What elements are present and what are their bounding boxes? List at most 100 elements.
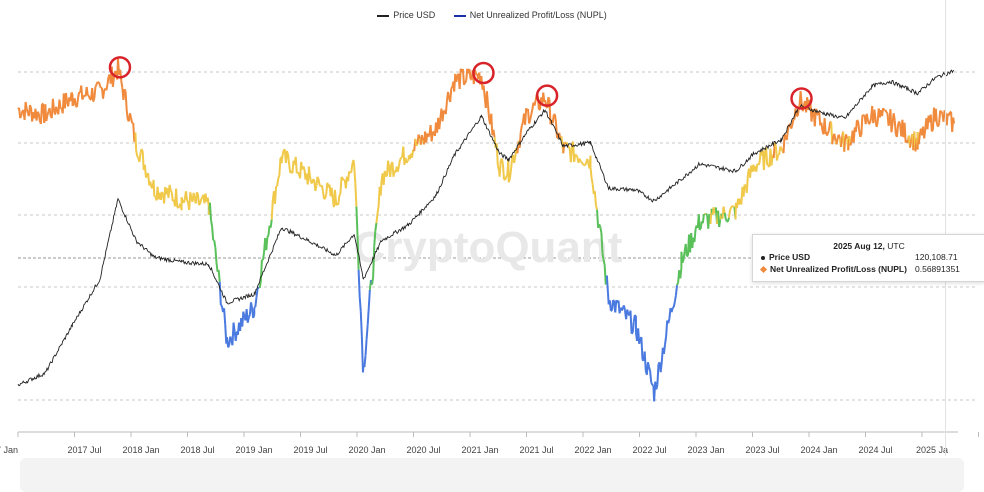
nupl-line-segment xyxy=(638,338,642,344)
nupl-line-segment xyxy=(125,109,129,120)
nupl-line-segment xyxy=(417,134,421,139)
tooltip-row-price: Price USD 120,108.71 xyxy=(753,251,984,263)
nupl-line-segment xyxy=(363,355,367,368)
nupl-line-segment xyxy=(757,162,761,166)
nupl-line-segment xyxy=(865,113,869,121)
nupl-line-segment xyxy=(217,269,221,282)
nupl-line-segment xyxy=(55,106,59,112)
nupl-line-segment xyxy=(589,167,593,179)
nupl-line-segment xyxy=(198,202,201,206)
nupl-line-segment xyxy=(75,98,79,108)
nupl-line-segment xyxy=(184,191,189,201)
tooltip-nupl-label: Net Unrealized Profit/Loss (NUPL) xyxy=(770,264,907,274)
nupl-line-segment xyxy=(665,320,669,337)
nupl-line-segment xyxy=(676,282,680,286)
nupl-line-segment xyxy=(681,259,685,264)
nupl-line-segment xyxy=(196,194,201,206)
nupl-line-segment xyxy=(547,96,551,101)
nupl-line-segment xyxy=(400,156,403,159)
nupl-line-segment xyxy=(195,191,199,195)
nupl-line-segment xyxy=(333,189,338,204)
nupl-line-segment xyxy=(383,170,387,177)
nupl-line-segment xyxy=(319,184,322,188)
nupl-line-segment xyxy=(438,118,442,130)
nupl-line-segment xyxy=(826,129,830,134)
nupl-line-segment xyxy=(929,114,933,132)
x-axis-label: 2022 Jul xyxy=(632,445,666,455)
nupl-line-segment xyxy=(790,125,794,129)
nupl-line-segment xyxy=(755,163,759,172)
nupl-line-segment xyxy=(509,159,513,171)
nupl-line-segment xyxy=(51,98,55,111)
nupl-line-segment xyxy=(500,158,504,165)
nupl-line-segment xyxy=(387,160,391,168)
nupl-line-segment xyxy=(528,119,532,124)
nupl-line-segment xyxy=(938,110,942,124)
nupl-line-segment xyxy=(551,114,555,124)
nupl-line-segment xyxy=(620,307,624,311)
legend-item-nupl[interactable]: Net Unrealized Profit/Loss (NUPL) xyxy=(453,10,607,20)
nupl-line-segment xyxy=(354,183,358,207)
nupl-line-segment xyxy=(100,86,103,89)
nupl-line-segment xyxy=(775,154,780,161)
nupl-line-segment xyxy=(650,381,654,386)
nupl-line-segment xyxy=(947,111,951,116)
nupl-line-segment xyxy=(548,99,552,125)
nupl-line-segment xyxy=(76,92,81,99)
nupl-line-segment xyxy=(71,103,75,107)
x-axis-label: 2019 Jul xyxy=(293,445,327,455)
nupl-line-segment xyxy=(596,209,600,228)
nupl-line-segment xyxy=(389,163,393,177)
nupl-line-segment xyxy=(270,199,274,220)
nupl-line-segment xyxy=(533,100,537,106)
x-axis-label: 2021 Jan xyxy=(461,445,498,455)
nupl-line-segment xyxy=(214,247,218,263)
nupl-line-segment xyxy=(718,219,722,228)
nupl-line-segment xyxy=(123,88,127,92)
nupl-line-segment xyxy=(766,163,769,167)
nupl-line-segment xyxy=(560,136,564,146)
nupl-line-segment xyxy=(97,80,100,84)
nupl-line-segment xyxy=(582,163,585,166)
nupl-line-segment xyxy=(868,122,871,125)
nupl-line-segment xyxy=(602,259,606,266)
nupl-line-segment xyxy=(873,109,877,120)
nupl-line-segment xyxy=(371,276,375,285)
nupl-line-segment xyxy=(887,119,891,127)
nupl-line-segment xyxy=(168,184,172,191)
nupl-line-segment xyxy=(835,137,839,145)
nupl-line-segment xyxy=(64,92,69,102)
chart-right-edge xyxy=(945,0,946,456)
nupl-line-segment xyxy=(890,122,894,133)
nupl-line-segment xyxy=(605,275,609,293)
nupl-line-segment xyxy=(945,113,949,126)
nupl-line-segment xyxy=(580,161,584,165)
nupl-line-segment xyxy=(81,96,85,100)
nupl-line-segment xyxy=(347,171,351,182)
nupl-line-segment xyxy=(297,171,300,175)
nupl-line-segment xyxy=(917,134,921,145)
nupl-line-segment xyxy=(455,75,459,82)
nupl-line-segment xyxy=(575,154,579,158)
nupl-line-segment xyxy=(242,311,246,318)
chart-legend: Price USD Net Unrealized Profit/Loss (NU… xyxy=(0,10,984,20)
nupl-line-segment xyxy=(655,384,659,390)
legend-item-price[interactable]: Price USD xyxy=(377,10,435,20)
nupl-line-segment xyxy=(210,220,214,227)
nupl-line-segment xyxy=(498,160,502,177)
nupl-line-segment xyxy=(892,113,896,121)
nupl-line-segment xyxy=(94,84,98,88)
nupl-line-segment xyxy=(939,109,942,113)
nupl-line-segment xyxy=(206,197,210,207)
nupl-line-segment xyxy=(48,107,52,117)
nupl-line-segment xyxy=(505,174,509,178)
nupl-line-segment xyxy=(70,91,74,95)
nupl-line-segment xyxy=(252,314,256,319)
nupl-line-segment xyxy=(280,154,284,164)
nupl-line-segment xyxy=(353,166,357,184)
nupl-line-segment xyxy=(140,148,144,152)
nupl-line-segment xyxy=(508,170,512,179)
tooltip-header: 2025 Aug 12, UTC xyxy=(753,241,984,251)
nupl-line-segment xyxy=(580,160,583,164)
x-axis-label: 2021 Jul xyxy=(519,445,553,455)
